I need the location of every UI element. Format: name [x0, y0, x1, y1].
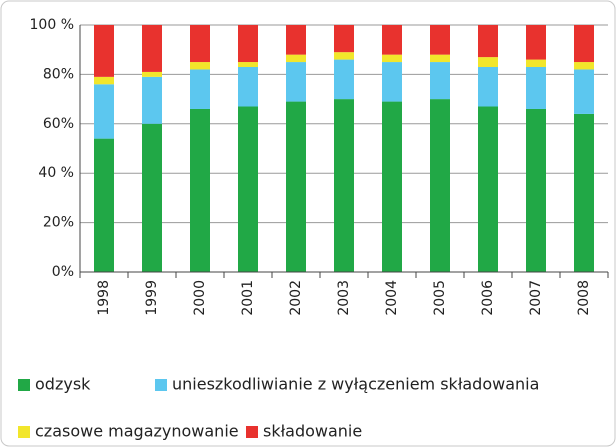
bar-segment [334, 99, 354, 272]
legend-swatch [18, 379, 30, 391]
bar-segment [334, 25, 354, 53]
bar-segment [238, 106, 258, 272]
bar-segment [142, 76, 162, 124]
bar-segment [574, 113, 594, 272]
x-tick-label: 2005 [432, 280, 448, 316]
bar-segment [526, 59, 546, 67]
x-tick-label: 2002 [288, 280, 304, 316]
bar-segment [478, 106, 498, 272]
bar-segment [142, 123, 162, 272]
bar-segment [526, 108, 546, 272]
x-tick-label: 2001 [240, 280, 256, 316]
bar-segment [286, 54, 306, 63]
y-tick-label: 100 % [30, 17, 74, 33]
bar-segment [574, 62, 594, 70]
bar-segment [286, 25, 306, 55]
legend-label: czasowe magazynowanie [35, 422, 239, 441]
legend-swatch [18, 426, 30, 438]
bar-segment [286, 101, 306, 272]
bar-segment [190, 25, 210, 63]
bar-segment [142, 25, 162, 72]
legend-label: unieszkodliwianie z wyłączeniem składowa… [172, 375, 539, 394]
y-tick-label: 40 % [38, 165, 74, 181]
bar-segment [430, 25, 450, 55]
legend-label: odzysk [35, 375, 91, 394]
x-tick-label: 2006 [480, 280, 496, 316]
bar-segment [94, 25, 114, 77]
bar-segment [478, 57, 498, 67]
y-tick-label: 20% [43, 215, 74, 231]
bar-segment [574, 69, 594, 114]
bar-segment [94, 138, 114, 272]
x-tick-label: 1998 [96, 280, 112, 316]
x-tick-label: 2000 [192, 280, 208, 316]
bar-segment [382, 54, 402, 63]
bar-segment [94, 76, 114, 85]
legend-swatch [155, 379, 167, 391]
bar-segment [574, 25, 594, 63]
bar-segment [238, 25, 258, 63]
bar-segment [382, 25, 402, 55]
bar-segment [334, 52, 354, 60]
bar-segment [190, 69, 210, 109]
y-tick-label: 80% [43, 66, 74, 82]
bar-segment [430, 99, 450, 272]
x-tick-label: 2004 [384, 280, 400, 316]
bar-segment [478, 25, 498, 58]
bar-segment [334, 59, 354, 100]
bar-segment [142, 71, 162, 77]
bar-segment [190, 62, 210, 70]
y-tick-label: 0% [52, 264, 74, 280]
bar-segment [238, 62, 258, 67]
bar-segment [526, 66, 546, 109]
bar-segment [430, 54, 450, 63]
bar-segment [94, 84, 114, 139]
x-tick-label: 1999 [144, 280, 160, 316]
x-tick-label: 2003 [336, 280, 352, 316]
legend-label: składowanie [263, 422, 362, 441]
bar-segment [238, 66, 258, 107]
x-tick-label: 2008 [576, 280, 592, 316]
x-tick-label: 2007 [528, 280, 544, 316]
bar-segment [382, 62, 402, 102]
bar-segment [382, 101, 402, 272]
bar-segment [478, 66, 498, 107]
bar-segment [190, 108, 210, 272]
bar-segment [526, 25, 546, 60]
legend-swatch [246, 426, 258, 438]
y-tick-label: 60% [43, 116, 74, 132]
bar-segment [430, 62, 450, 100]
bar-segment [286, 62, 306, 102]
